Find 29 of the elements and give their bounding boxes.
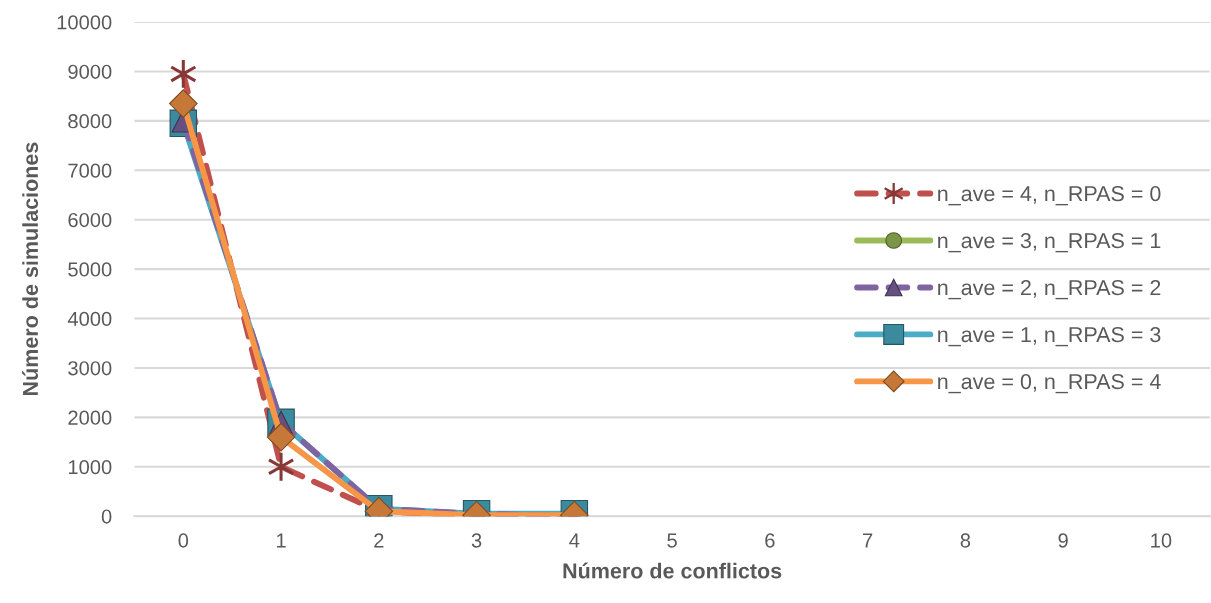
x-tick-label: 1 [277, 533, 286, 548]
y-tick-label: 10000 [57, 15, 112, 30]
legend-label: n_ave = 1, n_RPAS = 3 [938, 326, 1161, 347]
legend-label: n_ave = 0, n_RPAS = 4 [938, 373, 1161, 394]
legend-label: n_ave = 3, n_RPAS = 1 [938, 233, 1161, 253]
y-tick-label: 7000 [68, 163, 112, 178]
y-tick-label: 2000 [68, 410, 112, 425]
x-tick-label: 2 [374, 533, 384, 548]
x-tick-label: 7 [863, 533, 873, 548]
x-tick-label: 8 [960, 533, 971, 548]
x-tick-label: 5 [667, 533, 677, 548]
legend-label: n_ave = 4, n_RPAS = 0 [938, 186, 1161, 206]
y-tick-label: 1000 [68, 459, 112, 475]
x-axis-title: Número de conflictos [563, 562, 782, 579]
legend-label: n_ave = 2, n_RPAS = 2 [938, 279, 1161, 300]
x-tick-label: 0 [178, 533, 189, 548]
y-tick-label: 9000 [68, 64, 112, 79]
y-tick-label: 0 [101, 509, 112, 524]
x-tick-label: 9 [1058, 533, 1068, 548]
y-axis-title: Número de simulaciones [22, 142, 39, 396]
x-tick-label: 6 [765, 533, 775, 548]
y-tick-label: 4000 [67, 311, 112, 326]
x-tick-label: 4 [569, 533, 580, 548]
y-tick-label: 8000 [68, 114, 112, 129]
x-tick-label: 3 [471, 533, 482, 548]
y-tick-label: 6000 [68, 212, 112, 228]
y-tick-label: 3000 [68, 361, 112, 376]
x-tick-label: 10 [1151, 533, 1172, 548]
y-tick-label: 5000 [68, 262, 112, 277]
